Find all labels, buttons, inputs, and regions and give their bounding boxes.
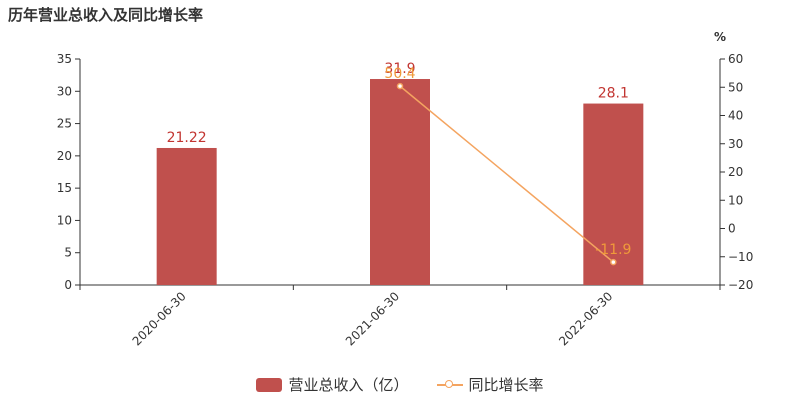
y-right-tick-label: 0 [728, 222, 736, 236]
y-left-tick-label: 0 [64, 278, 72, 292]
y-left-tick-label: 5 [64, 246, 72, 260]
y-right-tick-label: −20 [728, 278, 753, 292]
revenue-bar[interactable] [156, 147, 217, 285]
revenue-bar-label: 31.9 [384, 61, 415, 77]
legend-item-growth[interactable]: 同比增长率 [436, 374, 544, 395]
legend-line-swatch [436, 378, 463, 392]
growth-point[interactable] [396, 82, 404, 90]
y-left-tick-label: 30 [57, 84, 72, 98]
y-left-tick-label: 35 [57, 52, 72, 66]
growth-point[interactable] [610, 258, 617, 266]
growth-line [399, 85, 614, 263]
revenue-bar[interactable] [583, 103, 644, 285]
y-left-tick-label: 15 [57, 181, 72, 195]
revenue-bar-label: 28.1 [598, 86, 629, 102]
legend-label-growth: 同比增长率 [468, 376, 544, 394]
legend: 营业总收入（亿） 同比增长率 [0, 374, 800, 395]
revenue-bar-label: 21.22 [167, 130, 207, 146]
y-right-tick-label: 10 [728, 193, 743, 207]
growth-point-label: 50.4 [384, 66, 415, 82]
y-left-tick-label: 20 [57, 149, 72, 163]
y-left-tick-label: 25 [57, 117, 72, 131]
x-tick-label: 2022-06-30 [556, 289, 615, 348]
revenue-bar[interactable] [370, 79, 430, 285]
legend-item-revenue[interactable]: 营业总收入（亿） [256, 374, 409, 395]
y-right-tick-label: 20 [728, 165, 743, 179]
chart-title: 历年营业总收入及同比增长率 [8, 6, 204, 24]
y-right-tick-label: −10 [728, 250, 753, 264]
growth-point-label: -11.9 [595, 242, 631, 258]
x-tick-label: 2020-06-30 [130, 289, 189, 348]
y-right-tick-label: 50 [728, 80, 743, 94]
y-right-tick-label: 60 [728, 52, 743, 66]
legend-bar-swatch [256, 377, 283, 392]
chart-area: 0 5 10 15 20 25 30 35 −20 −10 0 10 20 30 40 50 60% 2020-0… [57, 30, 754, 348]
legend-label-revenue: 营业总收入（亿） [288, 376, 409, 394]
y-right-tick-label: 30 [728, 137, 743, 151]
x-tick-label: 2021-06-30 [343, 289, 402, 348]
y-right-tick-label: 40 [728, 109, 743, 123]
y-left-tick-label: 10 [57, 213, 72, 227]
y-right-unit-label: % [714, 30, 726, 44]
